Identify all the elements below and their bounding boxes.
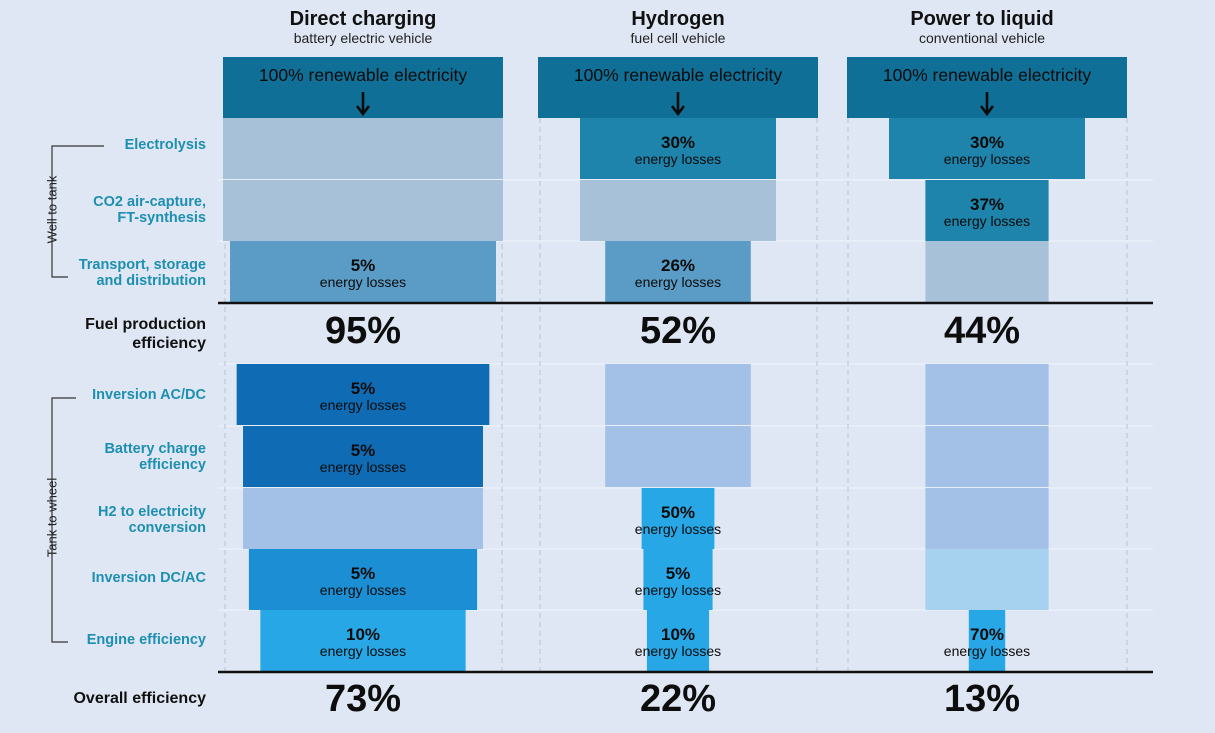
- loss-caption-label: energy losses: [635, 521, 721, 537]
- column-title-text: Power to liquid: [910, 8, 1054, 30]
- loss-caption-label: energy losses: [320, 397, 406, 413]
- down-arrow-head-icon: [355, 105, 371, 117]
- loss-caption-label: energy losses: [635, 151, 721, 167]
- efficiency-block: [925, 241, 1049, 302]
- loss-caption-label: energy losses: [944, 213, 1030, 229]
- loss-caption-label: energy losses: [320, 274, 406, 290]
- loss-caption-label: energy losses: [944, 151, 1030, 167]
- loss-caption-label: energy losses: [320, 582, 406, 598]
- efficiency-block: [641, 488, 715, 549]
- loss-percent-label: 10%: [346, 625, 380, 644]
- column-title-text: Hydrogen: [631, 8, 725, 30]
- row-label-electrolysis: Electrolysis: [124, 137, 206, 153]
- efficiency-block: [230, 241, 496, 302]
- efficiency-block: [223, 118, 503, 179]
- loss-percent-label: 5%: [666, 564, 691, 583]
- efficiency-block: [248, 549, 478, 610]
- row-label-co2: CO2 air-capture, FT-synthesis: [93, 194, 206, 226]
- efficiency-block: [889, 118, 1085, 179]
- efficiency-block: [646, 610, 710, 671]
- efficiency-block: [223, 180, 503, 241]
- efficiency-block: [925, 549, 1049, 610]
- loss-percent-label: 5%: [351, 441, 376, 460]
- fuel-efficiency-direct: 95%: [324, 310, 402, 352]
- fuel-efficiency-hydrogen: 52%: [639, 310, 717, 352]
- efficiency-block: [580, 118, 776, 179]
- efficiency-block: [236, 364, 490, 425]
- group-label-tank-to-wheel: Tank to wheel: [44, 477, 60, 558]
- efficiency-block: [580, 180, 776, 241]
- loss-caption-label: energy losses: [635, 643, 721, 659]
- efficiency-block: [243, 488, 483, 549]
- renewable-electricity-label: 100% renewable electricity: [574, 65, 782, 85]
- loss-percent-label: 5%: [351, 379, 376, 398]
- loss-percent-label: 26%: [661, 256, 695, 275]
- column-title-hydrogen: Hydrogen fuel cell vehicle: [528, 8, 828, 46]
- efficiency-block: [605, 364, 751, 425]
- loss-percent-label: 30%: [661, 133, 695, 152]
- loss-percent-label: 37%: [970, 195, 1004, 214]
- efficiency-block: [605, 241, 751, 302]
- column-subtitle-text: battery electric vehicle: [293, 30, 433, 46]
- row-label-fuel-production: Fuel production efficiency: [85, 316, 206, 352]
- bracket-tank-to-wheel: [51, 397, 76, 643]
- efficiency-block: [925, 426, 1049, 487]
- down-arrow-head-icon: [670, 105, 686, 117]
- row-label-transport: Transport, storage and distribution: [78, 257, 206, 289]
- efficiency-block: [243, 426, 483, 487]
- down-arrow-head-icon: [979, 105, 995, 117]
- efficiency-block: [643, 549, 713, 610]
- overall-efficiency-ptl: 13%: [943, 678, 1021, 720]
- loss-caption-label: energy losses: [320, 643, 406, 659]
- loss-percent-label: 30%: [970, 133, 1004, 152]
- column-title-direct: Direct charging battery electric vehicle: [213, 8, 513, 46]
- renewable-electricity-label: 100% renewable electricity: [259, 65, 467, 85]
- loss-percent-label: 70%: [970, 625, 1004, 644]
- bracket-well-to-tank: [51, 145, 104, 278]
- efficiency-block: [968, 610, 1006, 671]
- row-label-h2: H2 to electricity conversion: [98, 504, 206, 536]
- loss-percent-label: 5%: [351, 256, 376, 275]
- fuel-efficiency-ptl: 44%: [943, 310, 1021, 352]
- efficiency-block: [925, 180, 1049, 241]
- loss-percent-label: 50%: [661, 503, 695, 522]
- group-label-well-to-tank: Well to tank: [44, 175, 60, 244]
- efficiency-block: [605, 426, 751, 487]
- column-subtitle-text: conventional vehicle: [918, 30, 1046, 46]
- loss-caption-label: energy losses: [635, 582, 721, 598]
- row-label-battery: Battery charge efficiency: [104, 441, 206, 473]
- loss-percent-label: 5%: [351, 564, 376, 583]
- column-subtitle-text: fuel cell vehicle: [630, 30, 726, 46]
- loss-caption-label: energy losses: [635, 274, 721, 290]
- loss-caption-label: energy losses: [944, 643, 1030, 659]
- row-label-inversion-acdc: Inversion AC/DC: [92, 387, 206, 403]
- loss-caption-label: energy losses: [320, 459, 406, 475]
- loss-percent-label: 10%: [661, 625, 695, 644]
- efficiency-block: [260, 610, 466, 671]
- column-title-text: Direct charging: [289, 8, 437, 30]
- efficiency-block: [925, 364, 1049, 425]
- overall-efficiency-hydrogen: 22%: [639, 678, 717, 720]
- renewable-electricity-label: 100% renewable electricity: [883, 65, 1091, 85]
- row-label-inversion-dcac: Inversion DC/AC: [91, 570, 206, 586]
- row-label-overall: Overall efficiency: [73, 690, 206, 707]
- efficiency-block: [925, 488, 1049, 549]
- row-label-engine: Engine efficiency: [86, 632, 206, 648]
- column-title-ptl: Power to liquid conventional vehicle: [832, 8, 1132, 46]
- overall-efficiency-direct: 73%: [324, 678, 402, 720]
